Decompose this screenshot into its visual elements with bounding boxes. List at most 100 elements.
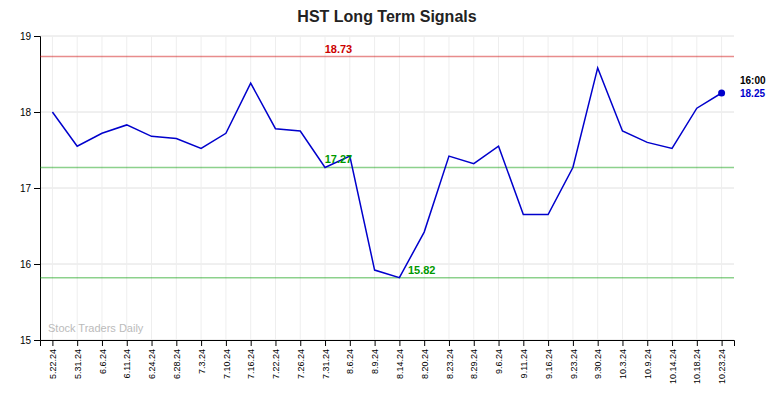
x-tick-label: 7.10.24	[222, 349, 232, 379]
y-tick: 16	[20, 259, 40, 270]
grid-line-x	[721, 36, 722, 340]
x-tick-label: 10.14.24	[668, 349, 678, 384]
x-tick-label: 7.31.24	[321, 349, 331, 379]
grid	[40, 36, 734, 340]
x-tick-mark	[176, 340, 177, 346]
x-tick-label: 5.31.24	[73, 349, 83, 379]
x-tick-mark	[672, 340, 673, 346]
y-tick-mark	[34, 112, 40, 113]
x-tick-label: 8.6.24	[345, 349, 355, 374]
x-tick-mark	[77, 340, 78, 346]
grid-line-x	[101, 36, 102, 340]
chart: 5.22.24 5.31.24 6.6.24 6.11.24 6.24.24 6.28.2…	[0, 0, 784, 398]
grid-line-x	[374, 36, 375, 340]
x-tick-label: 9.23.24	[569, 349, 579, 379]
x-tick-label: 9.6.24	[494, 349, 504, 374]
y-tick-label: 16	[20, 259, 32, 270]
x-tick-label: 8.20.24	[420, 349, 430, 379]
x-tick-mark	[201, 340, 202, 346]
labels: 18.7317.2715.8218.2516:00Stock Traders D…	[48, 43, 766, 334]
x-tick-label: 6.6.24	[98, 349, 108, 374]
x-tick: 10.23.24	[717, 340, 727, 384]
x-tick-mark	[375, 340, 376, 346]
x-tick-label: 8.9.24	[370, 349, 380, 374]
x-tick-label: 9.30.24	[593, 349, 603, 379]
grid-line-x	[325, 36, 326, 340]
y-tick-label: 18	[20, 107, 32, 118]
last-point	[718, 90, 725, 97]
x-tick: 10.3.24	[618, 340, 628, 379]
grid-line-x	[597, 36, 598, 340]
y-tick-mark	[34, 188, 40, 189]
x-tick: 6.28.24	[172, 340, 182, 379]
x-tick-mark	[474, 340, 475, 346]
x-tick-mark	[102, 340, 103, 346]
x-tick-mark	[622, 340, 623, 346]
grid-line-x	[52, 36, 53, 340]
x-tick: 5.22.24	[48, 340, 58, 379]
x-tick-label: 8.14.24	[395, 349, 405, 379]
last-time-label: 16:00	[740, 75, 766, 86]
x-tick-mark	[152, 340, 153, 346]
grid-line-x	[548, 36, 549, 340]
y-tick: 17	[20, 183, 40, 194]
grid-line-x	[696, 36, 697, 340]
x-tick: 9.23.24	[569, 340, 579, 379]
x-tick: 10.18.24	[692, 340, 702, 384]
reference-label: 18.73	[325, 43, 353, 55]
grid-line-y	[40, 188, 734, 189]
reference-line	[40, 167, 734, 169]
x-tick: 6.6.24	[98, 340, 108, 374]
grid-line-y	[40, 264, 734, 265]
plot: 5.22.24 5.31.24 6.6.24 6.11.24 6.24.24 6.28.2…	[20, 31, 766, 384]
x-tick: 10.14.24	[668, 340, 678, 384]
y-tick-mark	[34, 36, 40, 37]
y-tick-mark	[34, 340, 40, 341]
grid-line-x	[126, 36, 127, 340]
x-tick-mark	[350, 340, 351, 346]
x-tick: 7.26.24	[296, 340, 306, 379]
x-tick-label: 5.22.24	[48, 349, 58, 379]
grid-line-x	[523, 36, 524, 340]
x-tick: 8.23.24	[445, 340, 455, 379]
x-tick-label: 10.23.24	[717, 349, 727, 384]
x-tick-label: 6.24.24	[147, 349, 157, 379]
x-tick: 6.24.24	[147, 340, 157, 379]
grid-line-x	[647, 36, 648, 340]
x-tick-label: 10.18.24	[692, 349, 702, 384]
y-tick-mark	[34, 264, 40, 265]
x-tick-label: 7.16.24	[246, 349, 256, 379]
grid-line-x	[201, 36, 202, 340]
x-tick-label: 10.3.24	[618, 349, 628, 379]
x-tick-label: 8.29.24	[469, 349, 479, 379]
x-tick-label: 6.11.24	[122, 349, 132, 378]
x-tick: 8.14.24	[395, 340, 405, 379]
grid-line-x	[473, 36, 474, 340]
x-tick-mark	[548, 340, 549, 346]
x-tick-mark	[226, 340, 227, 346]
x-tick: 10.9.24	[643, 340, 653, 379]
x-tick-label: 6.28.24	[172, 349, 182, 379]
x-tick-label: 7.26.24	[296, 349, 306, 379]
grid-line-x	[572, 36, 573, 340]
x-tick: 9.6.24	[494, 340, 504, 374]
grid-line-x	[622, 36, 623, 340]
reference-label: 15.82	[408, 264, 436, 276]
x-tick: 8.9.24	[370, 340, 380, 374]
grid-line-x	[225, 36, 226, 340]
x-tick-mark	[399, 340, 400, 346]
grid-line-x	[275, 36, 276, 340]
x-tick-label: 9.11.24	[519, 349, 529, 378]
watermark: Stock Traders Daily	[48, 322, 144, 334]
title: HST Long Term Signals	[297, 8, 476, 25]
x-tick-mark	[722, 340, 723, 346]
x-tick-mark	[251, 340, 252, 346]
y-tick-label: 19	[20, 31, 32, 42]
grid-line-x	[176, 36, 177, 340]
x-tick-label: 7.3.24	[197, 349, 207, 374]
x-tick: 9.11.24	[519, 340, 529, 378]
x-tick: 8.20.24	[420, 340, 430, 379]
grid-line-x	[498, 36, 499, 340]
x-tick: 7.31.24	[321, 340, 331, 379]
grid-line-x	[300, 36, 301, 340]
